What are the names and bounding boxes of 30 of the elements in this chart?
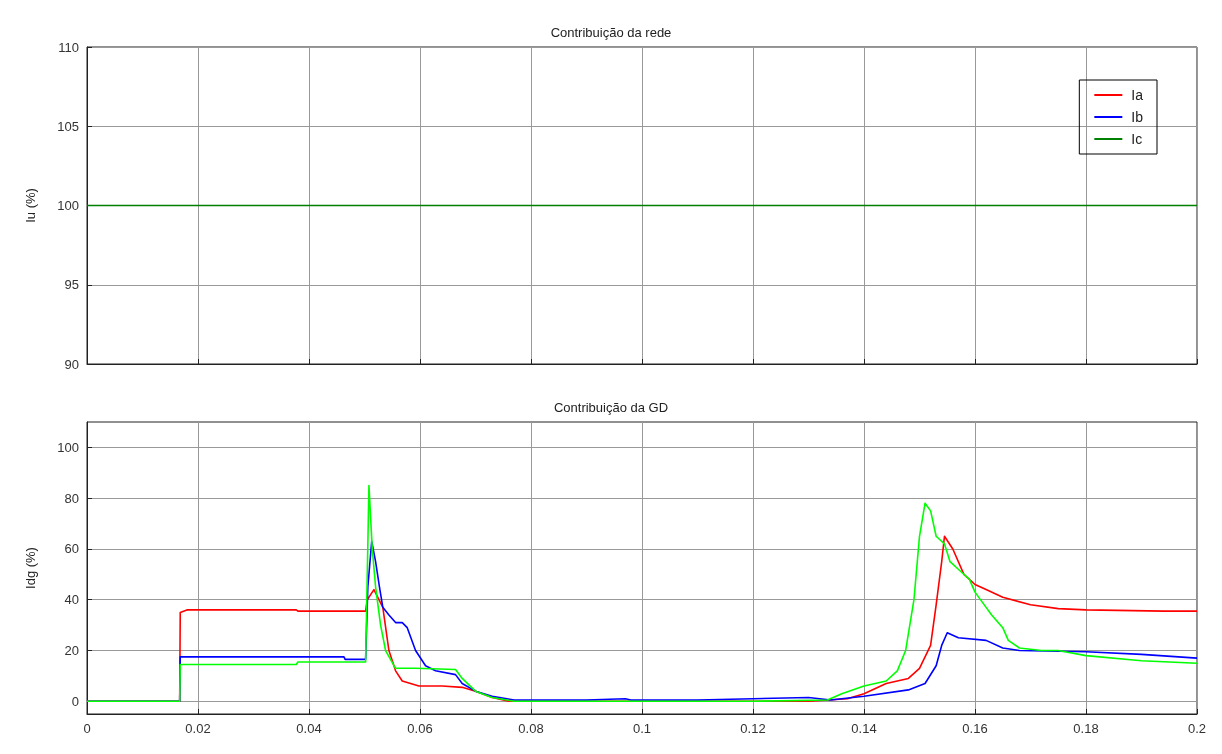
chart-title: Contribuição da GD <box>553 400 669 415</box>
y-tick-label: 90 <box>64 356 79 372</box>
legend-label: Ia <box>1131 87 1144 103</box>
y-tick-label: 105 <box>57 118 79 134</box>
line-series <box>86 484 1198 703</box>
y-axis-title: Iu (%) <box>23 188 38 223</box>
y-tick-label: 20 <box>64 643 79 659</box>
x-tick-label: 0.14 <box>851 721 877 736</box>
x-tick-label: 0.12 <box>740 721 766 736</box>
x-tick-label: 0.04 <box>296 721 322 736</box>
legend-label: Ic <box>1131 131 1143 147</box>
x-tick-label: 0.08 <box>518 721 544 736</box>
x-tick-label: 0.06 <box>407 721 433 736</box>
x-tick-label: 0.1 <box>632 721 652 736</box>
x-tick-label: 0 <box>83 721 91 736</box>
y-tick-label: 95 <box>64 277 79 293</box>
y-tick-label: 100 <box>57 439 79 455</box>
x-tick-label: 0.16 <box>962 721 988 736</box>
y-tick-label: 100 <box>57 198 79 213</box>
y-tick-label: 80 <box>64 490 79 506</box>
legend-label: Ib <box>1131 109 1144 125</box>
y-tick-label: 60 <box>64 541 79 557</box>
x-tick-label: 0.02 <box>185 721 211 736</box>
x-tick-label: 0.18 <box>1073 721 1099 736</box>
y-tick-label: 110 <box>58 39 79 55</box>
chart-title: Contribuição da rede <box>550 25 672 40</box>
y-axis-title: Idg (%) <box>23 547 38 589</box>
y-tick-label: 0 <box>71 693 79 709</box>
x-tick-label: 0.2 <box>1187 721 1207 736</box>
y-tick-label: 40 <box>64 592 79 608</box>
